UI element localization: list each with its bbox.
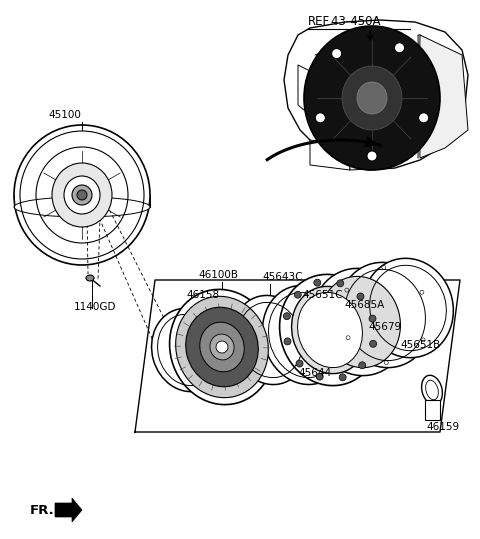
Ellipse shape	[315, 113, 325, 123]
FancyBboxPatch shape	[425, 400, 440, 420]
Ellipse shape	[304, 26, 440, 170]
Ellipse shape	[312, 268, 408, 376]
Text: 46100B: 46100B	[198, 270, 238, 280]
Text: 45651B: 45651B	[400, 340, 440, 350]
Text: 45685A: 45685A	[344, 300, 384, 310]
Ellipse shape	[314, 279, 321, 286]
Ellipse shape	[395, 43, 405, 53]
Ellipse shape	[357, 82, 387, 114]
Polygon shape	[284, 20, 468, 170]
Text: REF.43-450A: REF.43-450A	[308, 15, 382, 28]
Ellipse shape	[210, 334, 234, 360]
Text: FR.: FR.	[30, 503, 55, 516]
Ellipse shape	[421, 375, 443, 405]
Ellipse shape	[200, 322, 244, 372]
Text: 45651C: 45651C	[302, 290, 343, 300]
Ellipse shape	[283, 313, 290, 320]
Ellipse shape	[186, 307, 258, 387]
Ellipse shape	[169, 289, 275, 405]
Text: 45100: 45100	[48, 110, 81, 120]
Ellipse shape	[357, 293, 364, 300]
Ellipse shape	[370, 340, 377, 347]
Text: 45643C: 45643C	[262, 272, 302, 282]
Ellipse shape	[337, 262, 432, 368]
Polygon shape	[310, 140, 350, 170]
Text: 46159: 46159	[426, 422, 459, 432]
Ellipse shape	[216, 341, 228, 353]
Ellipse shape	[298, 292, 362, 368]
Ellipse shape	[359, 362, 366, 369]
Ellipse shape	[52, 163, 112, 227]
Ellipse shape	[337, 280, 344, 287]
Text: 1140GD: 1140GD	[74, 302, 117, 312]
Ellipse shape	[339, 374, 346, 381]
Polygon shape	[418, 35, 468, 158]
Ellipse shape	[332, 49, 342, 59]
Ellipse shape	[294, 291, 301, 298]
Ellipse shape	[176, 296, 268, 398]
Text: 46158: 46158	[186, 290, 219, 300]
Ellipse shape	[263, 286, 348, 384]
Polygon shape	[350, 148, 390, 170]
Ellipse shape	[367, 151, 377, 161]
Ellipse shape	[419, 113, 429, 123]
Ellipse shape	[77, 190, 87, 200]
Ellipse shape	[320, 277, 400, 368]
Ellipse shape	[363, 258, 453, 358]
Ellipse shape	[14, 197, 150, 217]
Text: 45679: 45679	[368, 322, 401, 332]
Ellipse shape	[64, 176, 100, 214]
Ellipse shape	[86, 275, 94, 281]
Text: 45644: 45644	[298, 368, 331, 378]
Ellipse shape	[291, 286, 369, 374]
Ellipse shape	[279, 274, 381, 385]
Ellipse shape	[369, 315, 376, 322]
Ellipse shape	[72, 185, 92, 205]
Ellipse shape	[316, 373, 323, 380]
Ellipse shape	[284, 338, 291, 345]
Ellipse shape	[14, 125, 150, 265]
Ellipse shape	[231, 295, 309, 384]
Polygon shape	[55, 498, 82, 522]
Polygon shape	[298, 65, 315, 115]
Ellipse shape	[152, 308, 225, 392]
Ellipse shape	[296, 360, 303, 367]
Ellipse shape	[342, 66, 402, 130]
